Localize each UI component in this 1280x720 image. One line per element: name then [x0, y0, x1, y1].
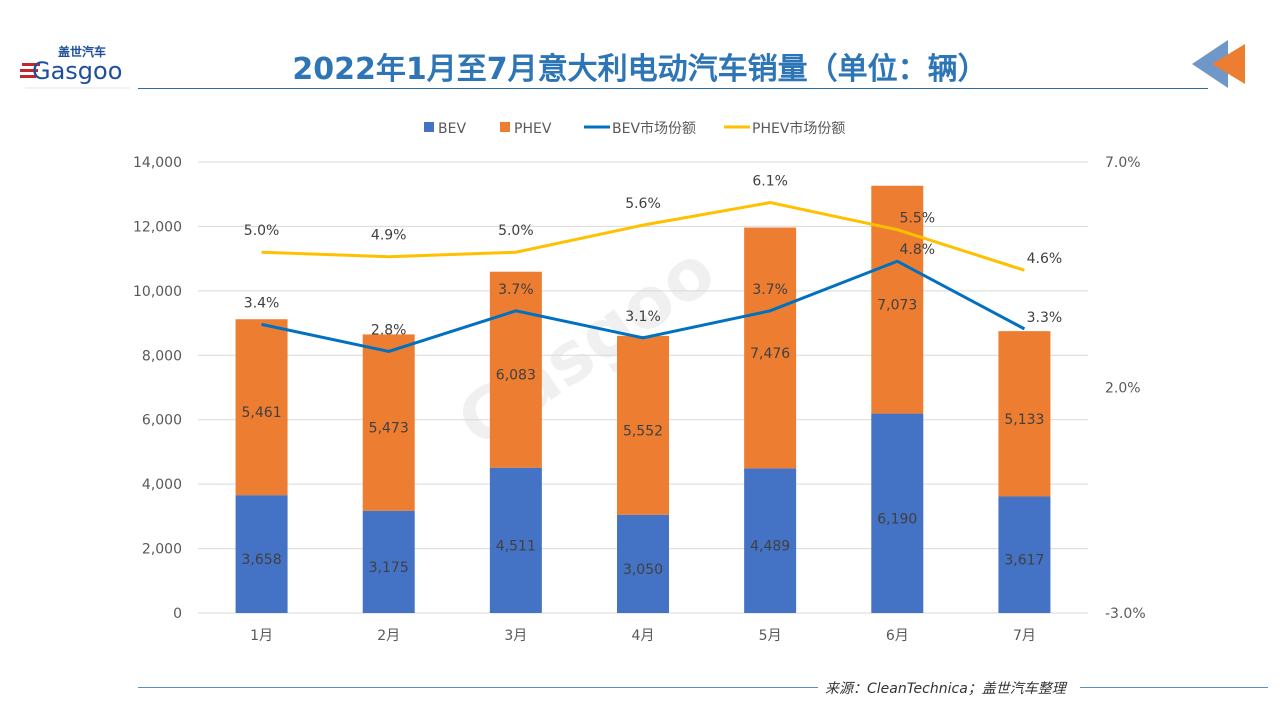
phev-bar [871, 185, 924, 414]
phev-bar [489, 271, 542, 468]
phev-share-data-label: 5.6% [625, 196, 661, 212]
x-tick-label: 5月 [759, 628, 782, 644]
bev-bar [235, 495, 288, 613]
bev-data-label: 3,658 [242, 552, 282, 568]
left-tick-label: 6,000 [142, 413, 182, 429]
source-note: 来源：CleanTechnica；盖世汽车整理 [825, 681, 1066, 697]
phev-data-label: 5,461 [242, 405, 282, 421]
phev-bar [998, 331, 1051, 497]
bev-bar [998, 496, 1051, 613]
left-tick-label: 8,000 [142, 348, 182, 364]
legend-swatch [424, 122, 434, 132]
legend-label: PHEV市场份额 [752, 120, 845, 137]
corner-arrow-icon [1190, 38, 1250, 92]
bev-share-line [261, 259, 1026, 353]
phev-data-label: 7,476 [750, 346, 790, 362]
watermark-text: Gasgoo [443, 229, 730, 464]
right-tick-label: -3.0% [1105, 606, 1146, 622]
watermark: Gasgoo [443, 229, 730, 464]
bev-bar [871, 413, 924, 613]
page-title: 2022年1月至7月意大利电动汽车销量（单位：辆） [292, 52, 988, 87]
left-tick-label: 2,000 [142, 542, 182, 558]
bev-data-label: 3,050 [623, 562, 663, 578]
phev-share-data-label: 5.0% [498, 223, 534, 239]
legend-label: BEV市场份额 [612, 120, 696, 137]
phev-bar [235, 319, 288, 496]
left-tick-label: 10,000 [133, 284, 182, 300]
phev-share-data-label: 5.5% [899, 211, 935, 227]
bev-share-data-label: 3.7% [498, 282, 534, 298]
legend-swatch [500, 122, 510, 132]
x-tick-label: 3月 [504, 628, 527, 644]
left-tick-label: 0 [173, 606, 182, 622]
bev-data-label: 3,617 [1004, 553, 1044, 569]
phev-bar [617, 335, 669, 515]
phev-data-label: 5,552 [623, 423, 663, 439]
bev-bar [744, 468, 797, 613]
legend-label: BEV [438, 121, 466, 137]
x-tick-label: 1月 [250, 628, 273, 644]
bev-bar [362, 510, 415, 613]
phev-share-data-label: 4.6% [1027, 251, 1063, 267]
phev-data-label: 5,473 [369, 421, 409, 437]
legend-label: PHEV [514, 121, 552, 137]
x-tick-label: 6月 [886, 628, 909, 644]
svg-text:Gasgoo: Gasgoo [32, 57, 122, 85]
phev-share-data-label: 6.1% [752, 174, 788, 190]
bev-data-label: 4,489 [750, 539, 790, 555]
footer-divider-left [138, 687, 818, 688]
phev-share-data-label: 5.0% [244, 223, 280, 239]
phev-bar [362, 334, 415, 511]
x-tick-label: 7月 [1013, 628, 1036, 644]
x-tick-label: 4月 [632, 628, 655, 644]
right-tick-label: 7.0% [1105, 155, 1141, 171]
left-tick-label: 4,000 [142, 477, 182, 493]
title-divider [138, 88, 1208, 89]
left-tick-label: 12,000 [133, 219, 182, 235]
svg-text:盖世汽车: 盖世汽车 [58, 44, 106, 59]
footer-divider-right [1080, 687, 1268, 688]
phev-data-label: 5,133 [1004, 412, 1044, 428]
left-tick-label: 14,000 [133, 155, 182, 171]
bev-bar [617, 514, 669, 613]
bev-share-data-label: 3.4% [244, 295, 280, 311]
phev-share-line [261, 201, 1025, 272]
bev-data-label: 6,190 [877, 511, 917, 527]
x-tick-label: 2月 [377, 628, 400, 644]
bev-share-data-label: 3.7% [752, 282, 788, 298]
bev-share-data-label: 2.8% [371, 322, 407, 338]
phev-data-label: 6,083 [496, 368, 536, 384]
phev-share-data-label: 4.9% [371, 228, 407, 244]
bev-data-label: 3,175 [369, 560, 409, 576]
gasgoo-logo: 盖世汽车 Gasgoo [18, 42, 135, 92]
phev-data-label: 7,073 [877, 298, 917, 314]
bev-data-label: 4,511 [496, 538, 536, 554]
right-tick-label: 2.0% [1105, 381, 1141, 397]
bev-share-data-label: 3.1% [625, 309, 661, 325]
bev-share-data-label: 4.8% [899, 242, 935, 258]
bev-bar [489, 467, 542, 613]
bev-share-data-label: 3.3% [1027, 310, 1063, 326]
phev-bar [744, 227, 797, 469]
